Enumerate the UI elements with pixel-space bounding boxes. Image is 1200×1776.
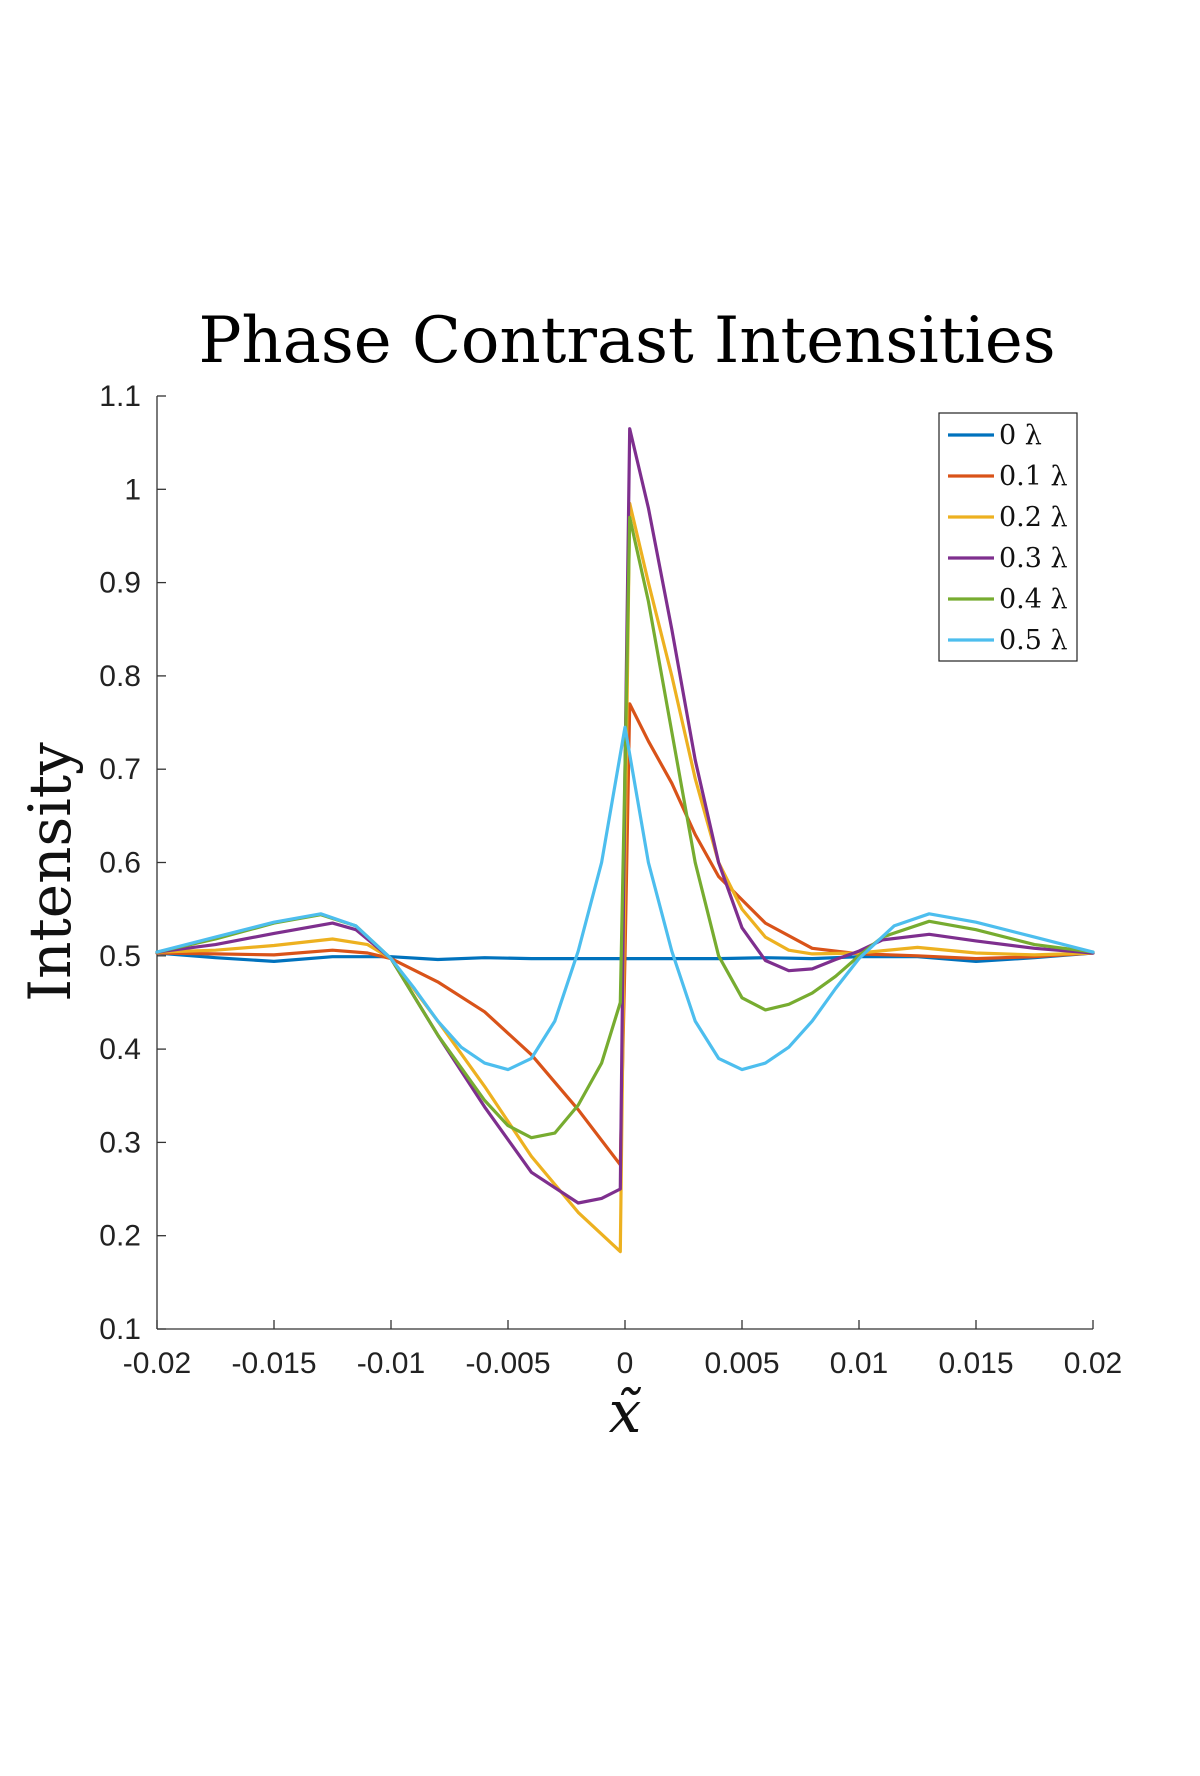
legend-label-1: 0.1 λ bbox=[999, 461, 1068, 492]
x-tick-label: -0.005 bbox=[465, 1347, 550, 1380]
y-tick-label: 0.1 bbox=[99, 1313, 141, 1346]
legend-label-5: 0.5 λ bbox=[999, 625, 1068, 656]
x-tick-label: -0.01 bbox=[357, 1347, 425, 1380]
y-tick-label: 0.2 bbox=[99, 1220, 141, 1253]
y-tick-label: 0.6 bbox=[99, 847, 141, 880]
x-axis-label: x̃ bbox=[609, 1378, 642, 1446]
series-lines bbox=[155, 427, 1095, 1254]
x-tick-label: 0.015 bbox=[938, 1347, 1013, 1380]
y-tick-label: 0.5 bbox=[99, 940, 141, 973]
legend-entries: 0 λ 0.1 λ 0.2 λ 0.3 λ 0.4 λ 0.5 λ bbox=[948, 420, 1068, 656]
y-tick-label: 0.4 bbox=[99, 1033, 141, 1066]
x-tick-label: 0.01 bbox=[830, 1347, 888, 1380]
legend: 0 λ 0.1 λ 0.2 λ 0.3 λ 0.4 λ 0.5 λ bbox=[938, 412, 1078, 662]
x-tick-label: -0.02 bbox=[123, 1347, 191, 1380]
series-line-5 bbox=[155, 725, 1095, 1072]
plot-area: -0.02 -0.015 -0.01 -0.005 0 0.005 0.01 0.015 0.0… bbox=[99, 380, 1122, 1380]
series-line-1 bbox=[155, 702, 1095, 1167]
y-tick-label: 1 bbox=[124, 473, 141, 506]
legend-label-3: 0.3 λ bbox=[999, 543, 1068, 574]
legend-label-4: 0.4 λ bbox=[999, 584, 1068, 615]
axes bbox=[156, 395, 1094, 1330]
y-tick-label: 0.3 bbox=[99, 1126, 141, 1159]
y-tick-label: 0.8 bbox=[99, 660, 141, 693]
y-axis-label: Intensity bbox=[16, 742, 84, 1002]
y-tick-label: 0.7 bbox=[99, 753, 141, 786]
x-tick-label: 0.005 bbox=[704, 1347, 779, 1380]
tick-labels: -0.02 -0.015 -0.01 -0.005 0 0.005 0.01 0.015 0.0… bbox=[99, 380, 1122, 1380]
chart-title: Phase Contrast Intensities bbox=[198, 304, 1055, 378]
y-tick-label: 1.1 bbox=[99, 380, 141, 413]
x-tick-label: -0.015 bbox=[231, 1347, 316, 1380]
x-tick-label: 0 bbox=[617, 1347, 634, 1380]
legend-label-2: 0.2 λ bbox=[999, 502, 1068, 533]
y-tick-label: 0.9 bbox=[99, 567, 141, 600]
legend-box bbox=[938, 412, 1078, 662]
legend-label-0: 0 λ bbox=[999, 420, 1042, 451]
x-tick-label: 0.02 bbox=[1064, 1347, 1122, 1380]
